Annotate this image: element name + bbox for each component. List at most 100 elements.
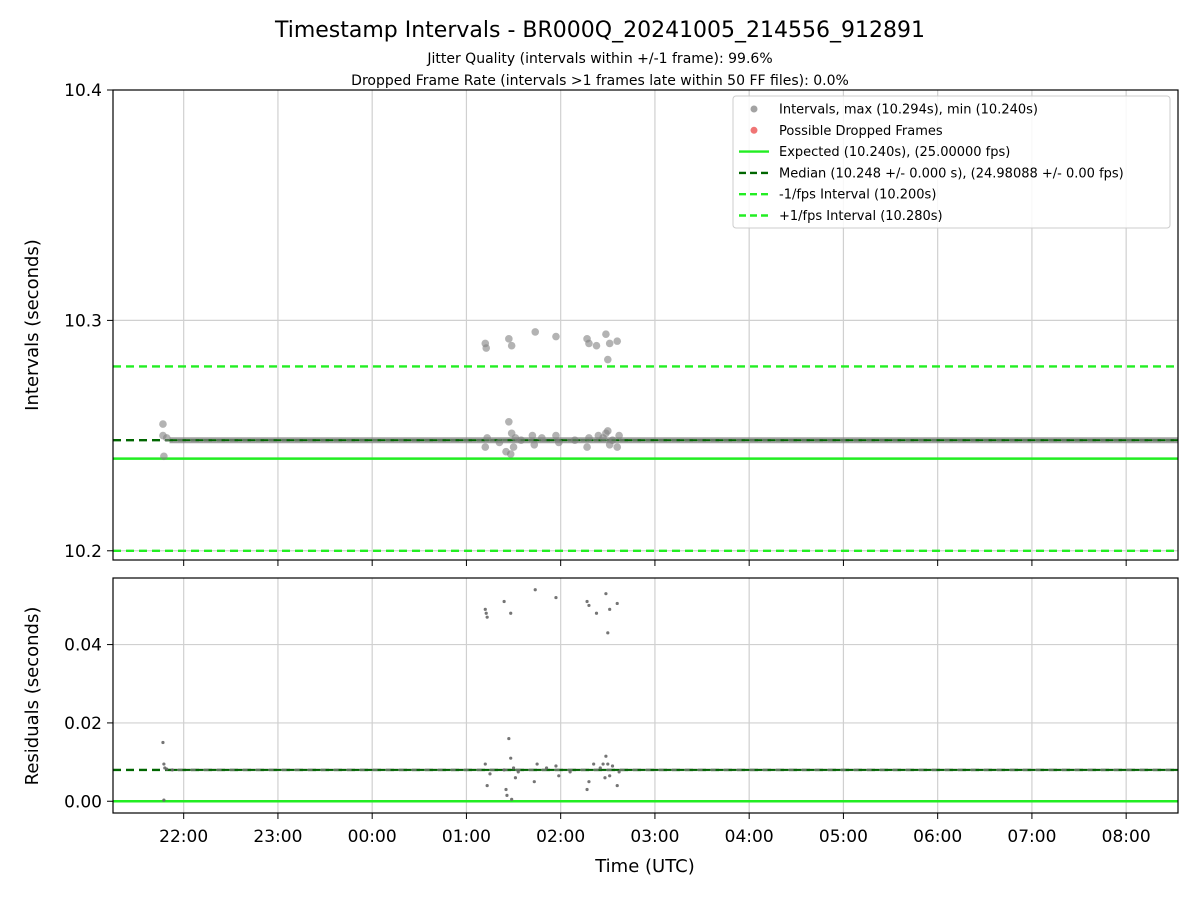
x-tick-label: 05:00 [819, 827, 868, 847]
legend-marker [750, 126, 758, 134]
data-point [604, 592, 608, 596]
legend-items: Intervals, max (10.294s), min (10.240s) P… [739, 103, 1124, 224]
x-tick-label: 00:00 [348, 827, 397, 847]
data-point [585, 434, 593, 442]
data-point [606, 762, 610, 766]
legend-label: Median (10.248 +/- 0.000 s), (24.98088 +… [779, 166, 1124, 181]
data-point [604, 427, 612, 435]
data-point [509, 611, 513, 615]
data-point [502, 768, 506, 772]
data-point [594, 611, 599, 615]
data-point [605, 339, 614, 348]
data-point [554, 438, 563, 447]
chart-subtitle-1: Jitter Quality (intervals within +/-1 fr… [426, 51, 772, 67]
data-point [554, 764, 558, 768]
intervals-axes-frame [112, 89, 1179, 561]
data-point [552, 431, 560, 440]
data-point [517, 436, 525, 444]
legend-label: Intervals, max (10.294s), min (10.240s) [779, 103, 1038, 118]
data-point [571, 436, 579, 444]
intervals-x-ticks [183, 560, 1127, 566]
data-point [615, 601, 619, 606]
residuals-axes-frame [112, 577, 1179, 814]
x-tick-label: 07:00 [1007, 827, 1056, 847]
data-point [484, 611, 488, 615]
data-point [535, 762, 539, 766]
legend-label: -1/fps Interval (10.200s) [779, 188, 936, 203]
x-tick-label: 22:00 [159, 827, 208, 847]
legend-box [732, 95, 1171, 229]
intervals-points [159, 328, 623, 461]
data-point [568, 770, 572, 774]
data-point [608, 607, 612, 611]
data-point [552, 332, 560, 341]
data-point [485, 783, 489, 788]
residuals-x-ticks: 22:00 23:00 00:00 01:00 02:00 03:00 04:00 05:00… [159, 813, 1151, 847]
data-point [160, 452, 168, 461]
data-point [511, 766, 516, 770]
intervals-panel: 10.2 10.3 10.4 Intervals (seconds) Interva… [22, 81, 1179, 566]
y-tick-label: 10.2 [64, 542, 102, 562]
data-point [482, 344, 491, 352]
residuals-panel: 0.00 0.02 0.04 22:00 23:00 00:00 01:00 02:00 03… [22, 577, 1179, 847]
residuals-y-ticks: 0.00 0.02 0.04 [64, 636, 113, 812]
legend-label: +1/fps Interval (10.280s) [779, 209, 943, 224]
data-point [554, 595, 558, 600]
data-point [509, 443, 518, 451]
legend-label: Expected (10.240s), (25.00000 fps) [779, 145, 1010, 160]
data-point [602, 330, 610, 339]
y-tick-label: 10.4 [64, 81, 102, 101]
x-tick-label: 03:00 [630, 827, 679, 847]
x-tick-label: 23:00 [253, 827, 302, 847]
data-point [587, 603, 591, 608]
data-point [585, 599, 589, 604]
data-point [585, 339, 593, 348]
data-point [483, 434, 491, 442]
data-point [528, 431, 537, 440]
residuals-y-axis-label: Residuals (seconds) [22, 607, 43, 786]
data-point [606, 631, 610, 635]
data-point [604, 754, 608, 758]
data-point [170, 768, 174, 772]
intervals-y-axis-label: Intervals (seconds) [22, 239, 43, 411]
data-point [615, 783, 619, 788]
data-point [505, 793, 509, 797]
data-point [557, 774, 561, 778]
x-axis-label: Time (UTC) [594, 856, 695, 877]
intervals-y-ticks: 10.2 10.3 10.4 [64, 81, 113, 562]
data-point [162, 762, 166, 766]
data-point [485, 615, 489, 619]
data-point [583, 443, 591, 451]
data-point [613, 443, 622, 451]
data-point [598, 766, 602, 770]
data-point [587, 780, 591, 784]
residuals-points [161, 588, 621, 802]
data-point [601, 762, 605, 766]
x-tick-label: 01:00 [442, 827, 491, 847]
data-point [507, 341, 516, 350]
x-tick-label: 08:00 [1102, 827, 1151, 847]
data-point [617, 770, 621, 774]
legend: Intervals, max (10.294s), min (10.240s) P… [732, 95, 1171, 229]
data-point [604, 355, 612, 364]
data-point [483, 762, 487, 766]
data-point [510, 797, 514, 801]
data-point [502, 599, 506, 604]
data-point [544, 766, 549, 770]
y-tick-label: 0.04 [64, 636, 102, 656]
data-point [504, 787, 508, 792]
data-point [507, 736, 511, 741]
data-point [613, 337, 622, 345]
data-point [603, 776, 607, 780]
data-point [530, 441, 539, 449]
legend-label: Possible Dropped Frames [779, 124, 943, 139]
data-point [608, 436, 617, 444]
data-point [531, 328, 540, 336]
data-point [483, 607, 487, 611]
y-tick-label: 10.3 [64, 311, 102, 331]
data-point [592, 762, 596, 766]
chart-title: Timestamp Intervals - BR000Q_20241005_21… [274, 18, 925, 43]
data-point [608, 774, 612, 778]
data-point [513, 776, 518, 780]
